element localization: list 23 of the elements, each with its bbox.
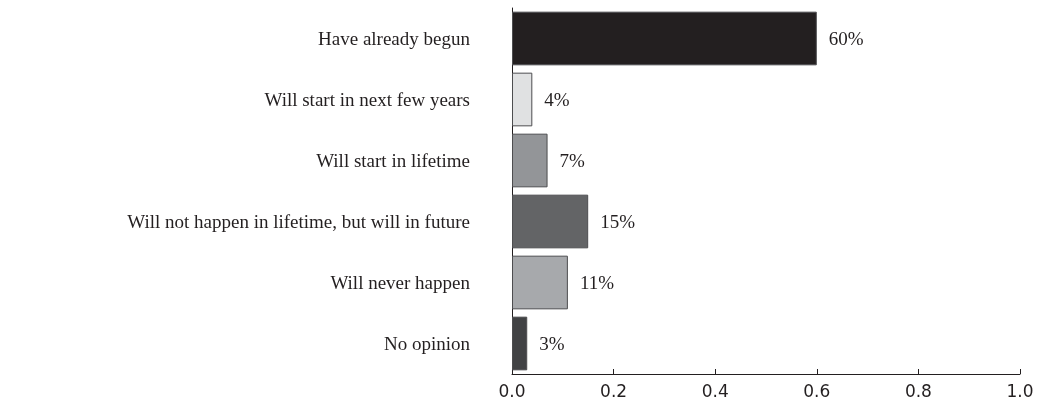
x-tick-label: 0.2 [600,380,628,401]
bar [512,316,528,371]
bar [512,133,548,188]
data-label: 4% [544,89,570,110]
data-label: 60% [828,28,864,49]
x-tick-label: 1.0 [1006,380,1034,401]
bar [512,255,568,310]
y-tick-label: Will never happen [330,272,471,293]
x-tick-label: 0.0 [498,380,526,401]
data-label: 15% [600,211,636,232]
y-tick-label: Will start in next few years [264,89,470,110]
bar [512,194,589,249]
y-tick-label: Will not happen in lifetime, but will in future [127,211,470,232]
x-tick-label: 0.4 [701,380,729,401]
data-label: 3% [539,333,565,354]
y-tick-label: Will start in lifetime [316,150,470,171]
bar [512,72,533,127]
data-label: 11% [579,272,615,293]
y-tick-label: No opinion [383,333,471,354]
data-label: 7% [559,150,586,171]
y-tick-label: Have already begun [318,28,471,49]
x-tick-label: 0.6 [803,380,831,401]
x-tick-label: 0.8 [904,380,932,401]
